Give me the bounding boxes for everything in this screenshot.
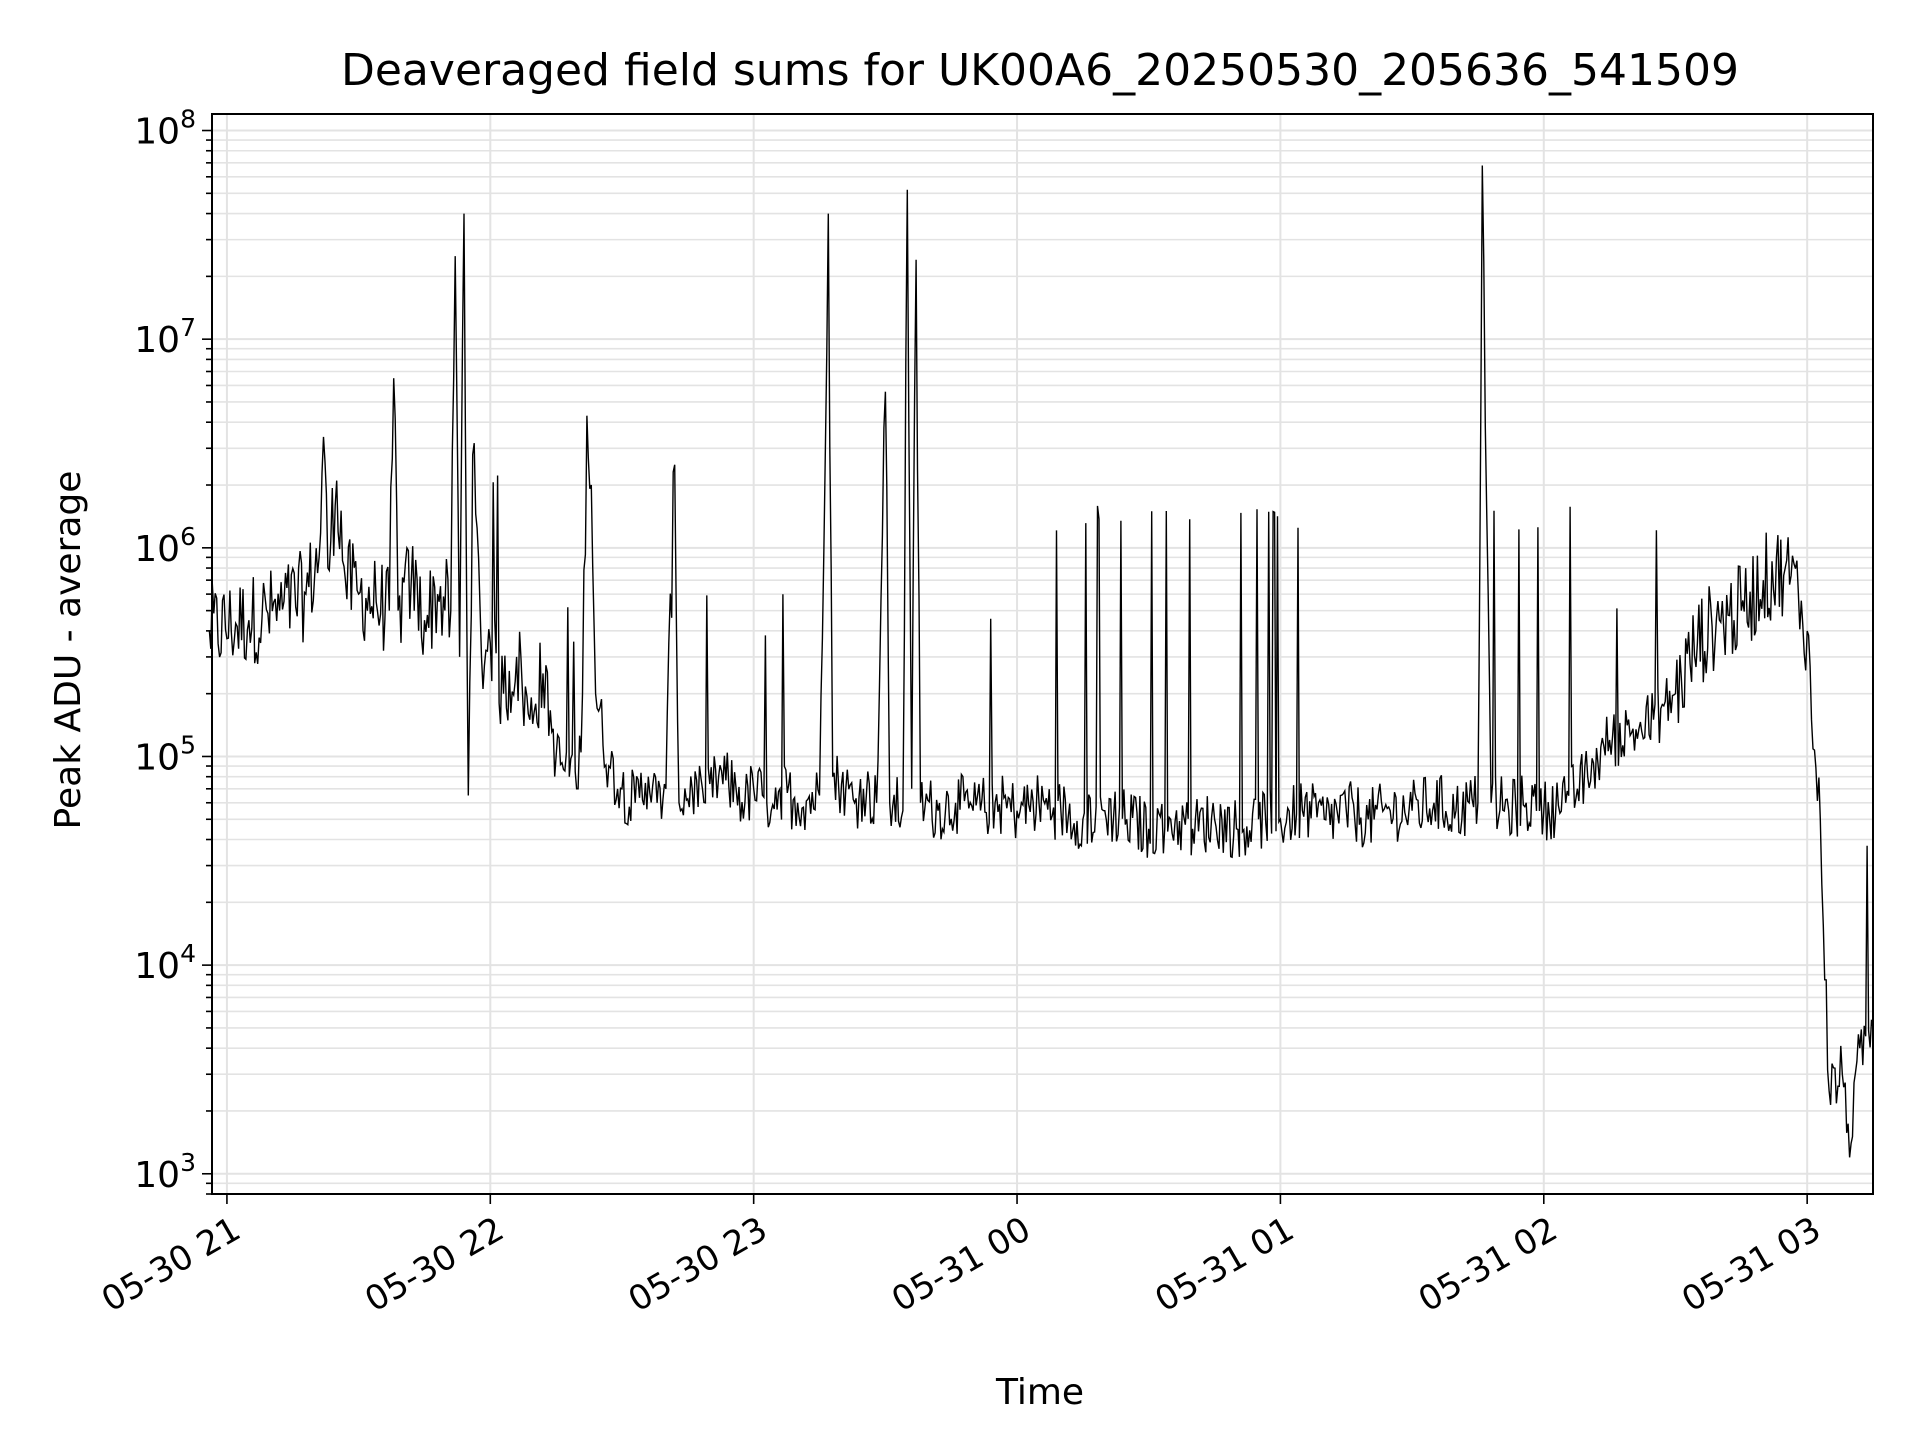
y-tick-label: 103 [134,1148,196,1196]
y-axis-label: Peak ADU - average [48,471,89,830]
chart-title: Deaveraged field sums for UK00A6_2025053… [341,45,1739,96]
y-tick-label: 104 [134,939,196,987]
y-tick-label: 108 [134,105,196,153]
series-line [208,165,1874,1158]
y-tick-label: 107 [134,313,196,361]
plot-frame [211,113,1874,1195]
y-tick-label: 106 [134,522,196,570]
x-axis-label: Time [995,1372,1084,1413]
grid [212,114,1873,1195]
y-tick-label: 105 [134,730,196,778]
series-layer [208,165,1874,1158]
